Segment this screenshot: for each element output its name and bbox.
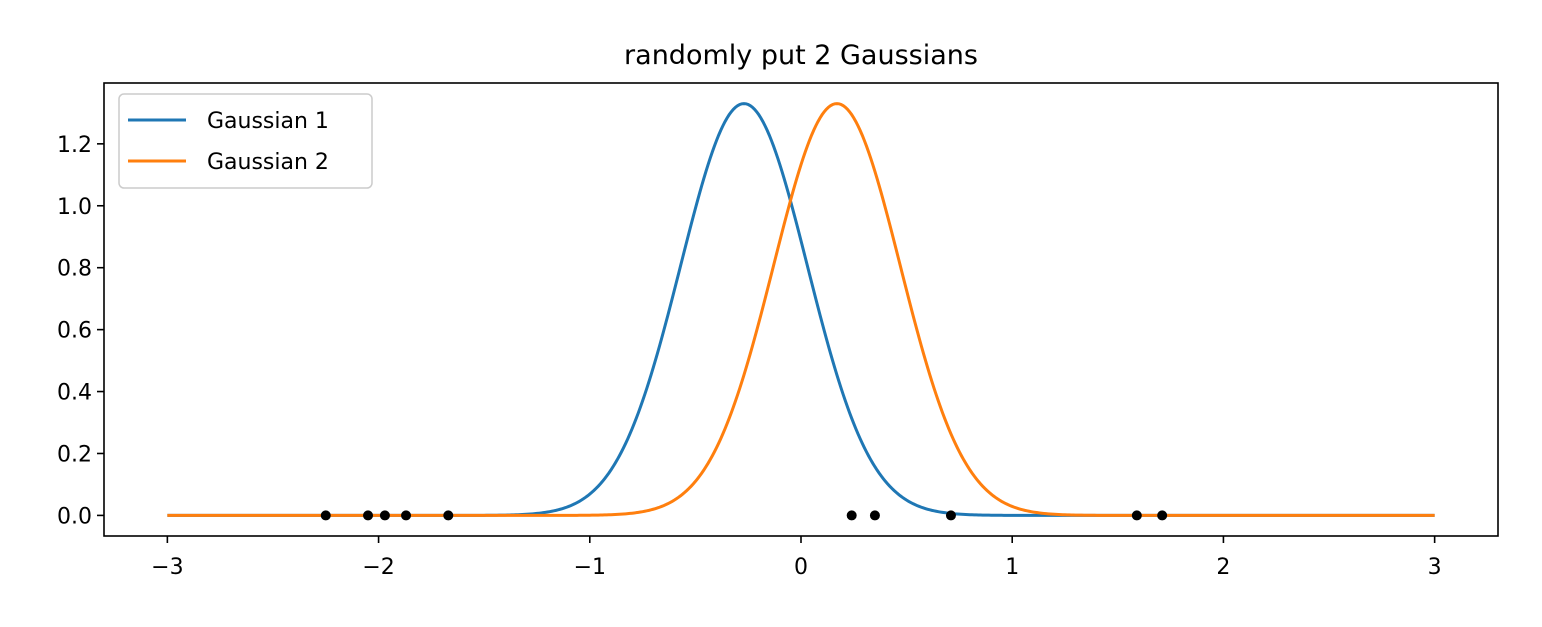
y-tick-label: 0.8 (57, 257, 92, 282)
x-tick-label: 0 (794, 555, 808, 580)
y-tick-label: 0.4 (57, 381, 92, 406)
data-point (363, 510, 374, 521)
x-tick-label: −2 (362, 555, 394, 580)
series-line-2 (167, 102, 1435, 517)
x-tick-label: 2 (1216, 555, 1230, 580)
x-tick-label: −1 (574, 555, 606, 580)
x-tick-label: −3 (151, 555, 183, 580)
x-tick-label: 1 (1005, 555, 1019, 580)
legend-label-1: Gaussian 1 (207, 109, 329, 134)
data-point (846, 510, 857, 521)
data-point (1131, 510, 1142, 521)
data-point (379, 510, 390, 521)
y-tick-label: 1.0 (57, 195, 92, 220)
y-tick-label: 0.6 (57, 319, 92, 344)
legend-label-2: Gaussian 2 (207, 150, 329, 175)
y-tick-label: 0.0 (57, 504, 92, 529)
data-point (443, 510, 454, 521)
axes: −3 −2 −1 0 1 2 3 0.0 0.2 0.4 0.6 0.8 1.0 1.2 (57, 82, 1499, 580)
data-point (945, 510, 956, 521)
y-tick-label: 0.2 (57, 442, 92, 467)
legend: Gaussian 1 Gaussian 2 (118, 93, 373, 189)
legend-box (118, 93, 373, 189)
plot-area (167, 102, 1435, 521)
x-tick-label: 3 (1428, 555, 1442, 580)
data-point (320, 510, 331, 521)
data-point (869, 510, 880, 521)
y-tick-label: 1.2 (57, 133, 92, 158)
data-point (401, 510, 412, 521)
chart-title: randomly put 2 Gaussians (624, 40, 978, 71)
data-point (1157, 510, 1168, 521)
